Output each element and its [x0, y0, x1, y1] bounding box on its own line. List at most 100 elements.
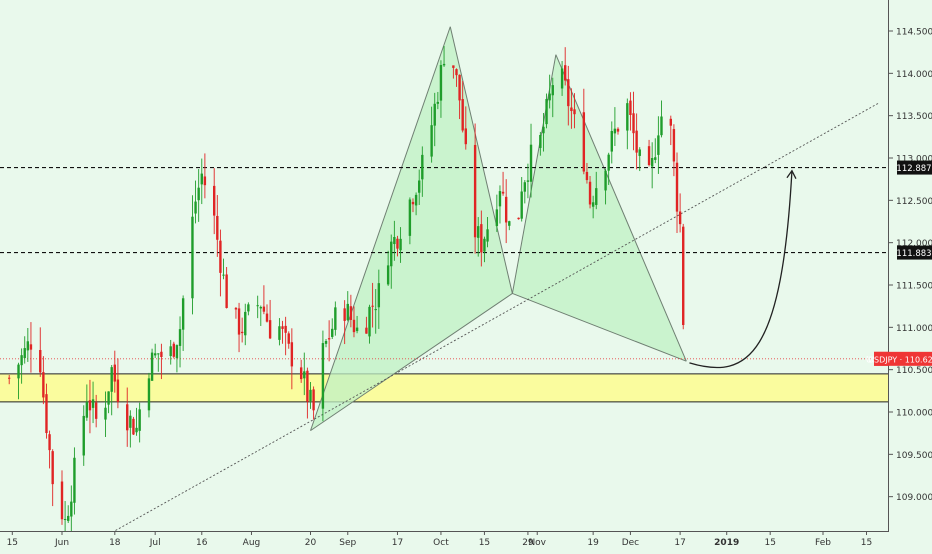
candle-body — [343, 308, 346, 321]
level-axis-label: 111.883 — [896, 249, 931, 259]
price-tick-label: 110.500 — [896, 366, 932, 376]
candle-body — [265, 313, 269, 322]
price-axis-bg — [889, 0, 932, 550]
candle-body — [331, 328, 334, 337]
candle-body — [23, 348, 26, 359]
candle-body — [113, 364, 117, 382]
candle-body — [147, 378, 151, 411]
candle-body — [520, 191, 523, 219]
candle-body — [278, 326, 281, 340]
candle-body — [290, 342, 294, 367]
candle-body — [116, 379, 120, 402]
support-zone-layer — [0, 373, 888, 403]
time-tick-label: 15 — [479, 538, 490, 548]
candle-body — [178, 329, 182, 346]
candle-body — [393, 237, 396, 245]
candle-body — [374, 308, 377, 311]
candle-body — [501, 191, 505, 194]
candle-body — [610, 130, 613, 152]
candle-body — [399, 238, 402, 251]
candle-body — [107, 391, 110, 405]
candle-body — [219, 240, 222, 273]
candle-body — [585, 171, 589, 181]
candle-body — [396, 238, 399, 249]
harmonic-pattern-layer — [310, 26, 687, 432]
candle-body — [675, 162, 679, 212]
candle-body — [346, 303, 349, 321]
candle-body — [473, 144, 477, 238]
candle-body — [150, 352, 154, 381]
candle-body — [418, 180, 421, 193]
candle-body — [306, 370, 309, 402]
candle-body — [433, 103, 436, 126]
candle-body — [529, 144, 533, 182]
candle-body — [299, 367, 303, 380]
candle-body — [660, 116, 663, 136]
candle-body — [632, 113, 635, 134]
time-tick-label: 17 — [392, 538, 403, 548]
candle-body — [126, 404, 129, 431]
candle-body — [629, 100, 632, 115]
candle-body — [39, 350, 42, 373]
time-tick-label: 19 — [587, 538, 599, 548]
candle-body — [175, 345, 179, 359]
ascending-trendline — [72, 102, 880, 554]
candle-body — [430, 125, 433, 157]
time-tick-label: Dec — [622, 538, 639, 548]
candle-body — [650, 157, 654, 167]
candle-body — [498, 191, 502, 207]
candle-body — [63, 519, 67, 521]
candle-body — [129, 415, 132, 428]
price-tick-label: 111.000 — [896, 324, 932, 334]
candle-body — [334, 307, 337, 330]
time-tick-label: Jun — [54, 538, 69, 548]
candle-body — [408, 199, 412, 236]
candle-body — [45, 394, 48, 434]
candle-body — [638, 149, 641, 156]
time-tick-label: Jul — [149, 538, 161, 548]
trendline-layer — [72, 102, 880, 554]
pattern-leg-6 — [512, 293, 687, 362]
price-tick-label: 113.000 — [896, 155, 932, 165]
candle-body — [439, 65, 443, 101]
candle-body — [672, 129, 676, 162]
candle-body — [160, 351, 163, 357]
candle-body — [132, 418, 135, 435]
candle-body — [455, 69, 458, 76]
candle-body — [259, 306, 262, 309]
candle-body — [539, 135, 542, 148]
time-axis-bg — [0, 532, 932, 550]
candle-body — [91, 399, 95, 408]
candle-body — [669, 118, 672, 126]
price-tick-label: 114.500 — [896, 28, 932, 38]
candle-body — [464, 128, 467, 145]
candle-body — [284, 325, 287, 333]
candle-body — [7, 377, 11, 379]
candle-body — [542, 126, 545, 134]
candle-body — [225, 274, 228, 308]
candle-body — [626, 103, 629, 131]
pattern-leg-5 — [310, 293, 513, 432]
time-tick-label: Aug — [243, 538, 261, 548]
candle-body — [20, 355, 23, 366]
price-tick-label: 109.500 — [896, 451, 932, 461]
price-tick-label: 111.500 — [896, 282, 932, 292]
time-tick-label: 2019 — [714, 538, 739, 548]
candle-body — [682, 226, 685, 326]
candle-body — [234, 307, 238, 310]
candle-body — [591, 202, 595, 207]
candle-body — [567, 79, 570, 107]
candle-body — [216, 215, 219, 240]
candle-body — [309, 389, 312, 401]
price-tick-label: 110.000 — [896, 409, 932, 419]
candle-body — [349, 306, 353, 320]
projection-layer — [689, 169, 797, 369]
candle-body — [324, 341, 328, 344]
pattern-leg-4 — [555, 54, 687, 362]
candle-body — [421, 154, 424, 180]
candle-body — [203, 176, 207, 186]
candle-body — [526, 180, 530, 182]
candle-body — [486, 229, 489, 242]
